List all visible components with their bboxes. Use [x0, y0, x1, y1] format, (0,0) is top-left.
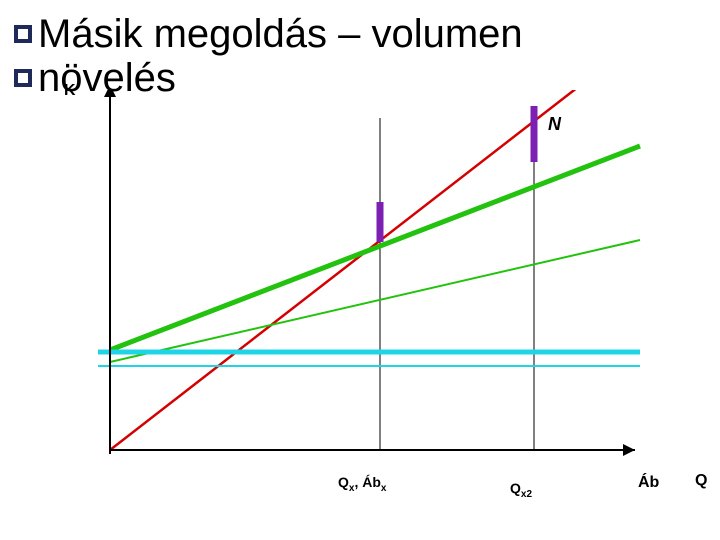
chart: K N Q Áb Qx, Ábx Qx2 — [40, 90, 700, 530]
tick-label-qx: Qx, Ábx — [338, 474, 386, 494]
axis-label-k: K — [64, 82, 76, 100]
chart-svg — [40, 90, 700, 510]
series-label-n: N — [548, 114, 561, 135]
qx-ab-prefix: Áb — [362, 474, 381, 490]
slide: Másik megoldás – volumen növelés K N Q Á… — [0, 0, 720, 540]
title-line-1: Másik megoldás – volumen — [38, 14, 523, 54]
bullet-icon — [14, 25, 32, 43]
bullet-icon — [14, 69, 32, 87]
qx2-prefix: Q — [510, 480, 521, 496]
axis-label-q: Q — [695, 472, 707, 490]
qx-ab-sub: x — [381, 483, 387, 494]
qx2-sub: x2 — [521, 489, 532, 500]
axis-label-ab: Áb — [638, 474, 659, 492]
qx-prefix: Q — [338, 474, 349, 490]
tick-label-qx2: Qx2 — [510, 480, 532, 500]
title-row-1: Másik megoldás – volumen — [14, 14, 523, 54]
